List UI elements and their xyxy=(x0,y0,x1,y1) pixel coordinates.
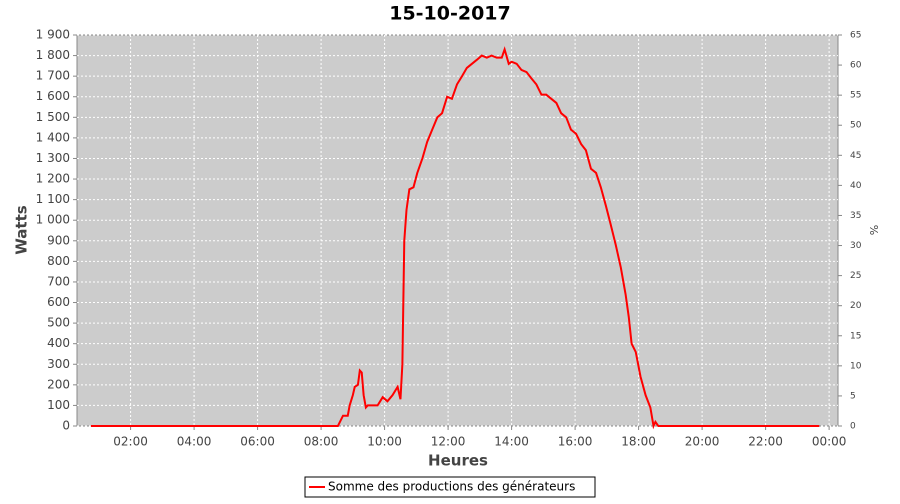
y2-tick-label: 30 xyxy=(850,241,862,251)
y-tick-label: 600 xyxy=(47,295,70,309)
y-tick-label: 1 300 xyxy=(36,151,70,165)
y-tick-label: 0 xyxy=(62,419,70,433)
y-tick-label: 1 900 xyxy=(36,28,70,42)
y-tick-label: 1 600 xyxy=(36,89,70,103)
x-tick-label: 04:00 xyxy=(177,435,212,449)
y-tick-label: 800 xyxy=(47,254,70,268)
x-tick-label: 16:00 xyxy=(558,435,593,449)
y-tick-label: 700 xyxy=(47,274,70,288)
y-tick-label: 1 500 xyxy=(36,110,70,124)
y2-tick-label: 50 xyxy=(850,121,862,131)
y2-tick-label: 20 xyxy=(850,301,862,311)
x-tick-label: 22:00 xyxy=(748,435,783,449)
x-tick-label: 00:00 xyxy=(812,435,847,449)
y-tick-label: 200 xyxy=(47,377,70,391)
y-tick-label: 100 xyxy=(47,398,70,412)
y2-tick-label: 25 xyxy=(850,271,861,281)
y-tick-label: 400 xyxy=(47,336,70,350)
x-tick-label: 14:00 xyxy=(494,435,529,449)
y2-axis-label: % xyxy=(868,225,881,235)
y2-tick-label: 35 xyxy=(850,211,861,221)
y2-tick-label: 15 xyxy=(850,331,861,341)
chart-title: 15-10-2017 xyxy=(389,3,511,25)
x-tick-label: 08:00 xyxy=(304,435,339,449)
y-axis-label: Watts xyxy=(13,205,31,254)
x-tick-label: 12:00 xyxy=(431,435,466,449)
y-tick-label: 1 700 xyxy=(36,69,70,83)
y-tick-label: 1 400 xyxy=(36,130,70,144)
x-tick-label: 10:00 xyxy=(367,435,402,449)
y-tick-label: 1 800 xyxy=(36,48,70,62)
plot-area xyxy=(76,34,839,427)
y-tick-label: 500 xyxy=(47,316,70,330)
legend xyxy=(304,476,596,498)
x-tick-label: 18:00 xyxy=(621,435,656,449)
y2-tick-label: 60 xyxy=(850,61,862,71)
x-tick-label: 20:00 xyxy=(685,435,720,449)
y2-tick-label: 10 xyxy=(850,361,862,371)
x-tick-label: 02:00 xyxy=(113,435,148,449)
y2-tick-label: 55 xyxy=(850,91,861,101)
data-line xyxy=(90,46,820,430)
y2-tick-label: 65 xyxy=(850,31,861,41)
legend-label: Somme des productions des générateurs xyxy=(328,480,575,494)
y2-tick-label: 5 xyxy=(850,391,856,401)
y-tick-label: 900 xyxy=(47,233,70,247)
x-tick-label: 06:00 xyxy=(240,435,275,449)
x-axis-label: Heures xyxy=(428,452,488,470)
y2-tick-label: 0 xyxy=(850,422,856,432)
y-tick-label: 300 xyxy=(47,357,70,371)
y-tick-label: 1 000 xyxy=(36,213,70,227)
y2-tick-label: 45 xyxy=(850,151,861,161)
y-tick-label: 1 100 xyxy=(36,192,70,206)
y-tick-label: 1 200 xyxy=(36,172,70,186)
y2-tick-label: 40 xyxy=(850,181,862,191)
